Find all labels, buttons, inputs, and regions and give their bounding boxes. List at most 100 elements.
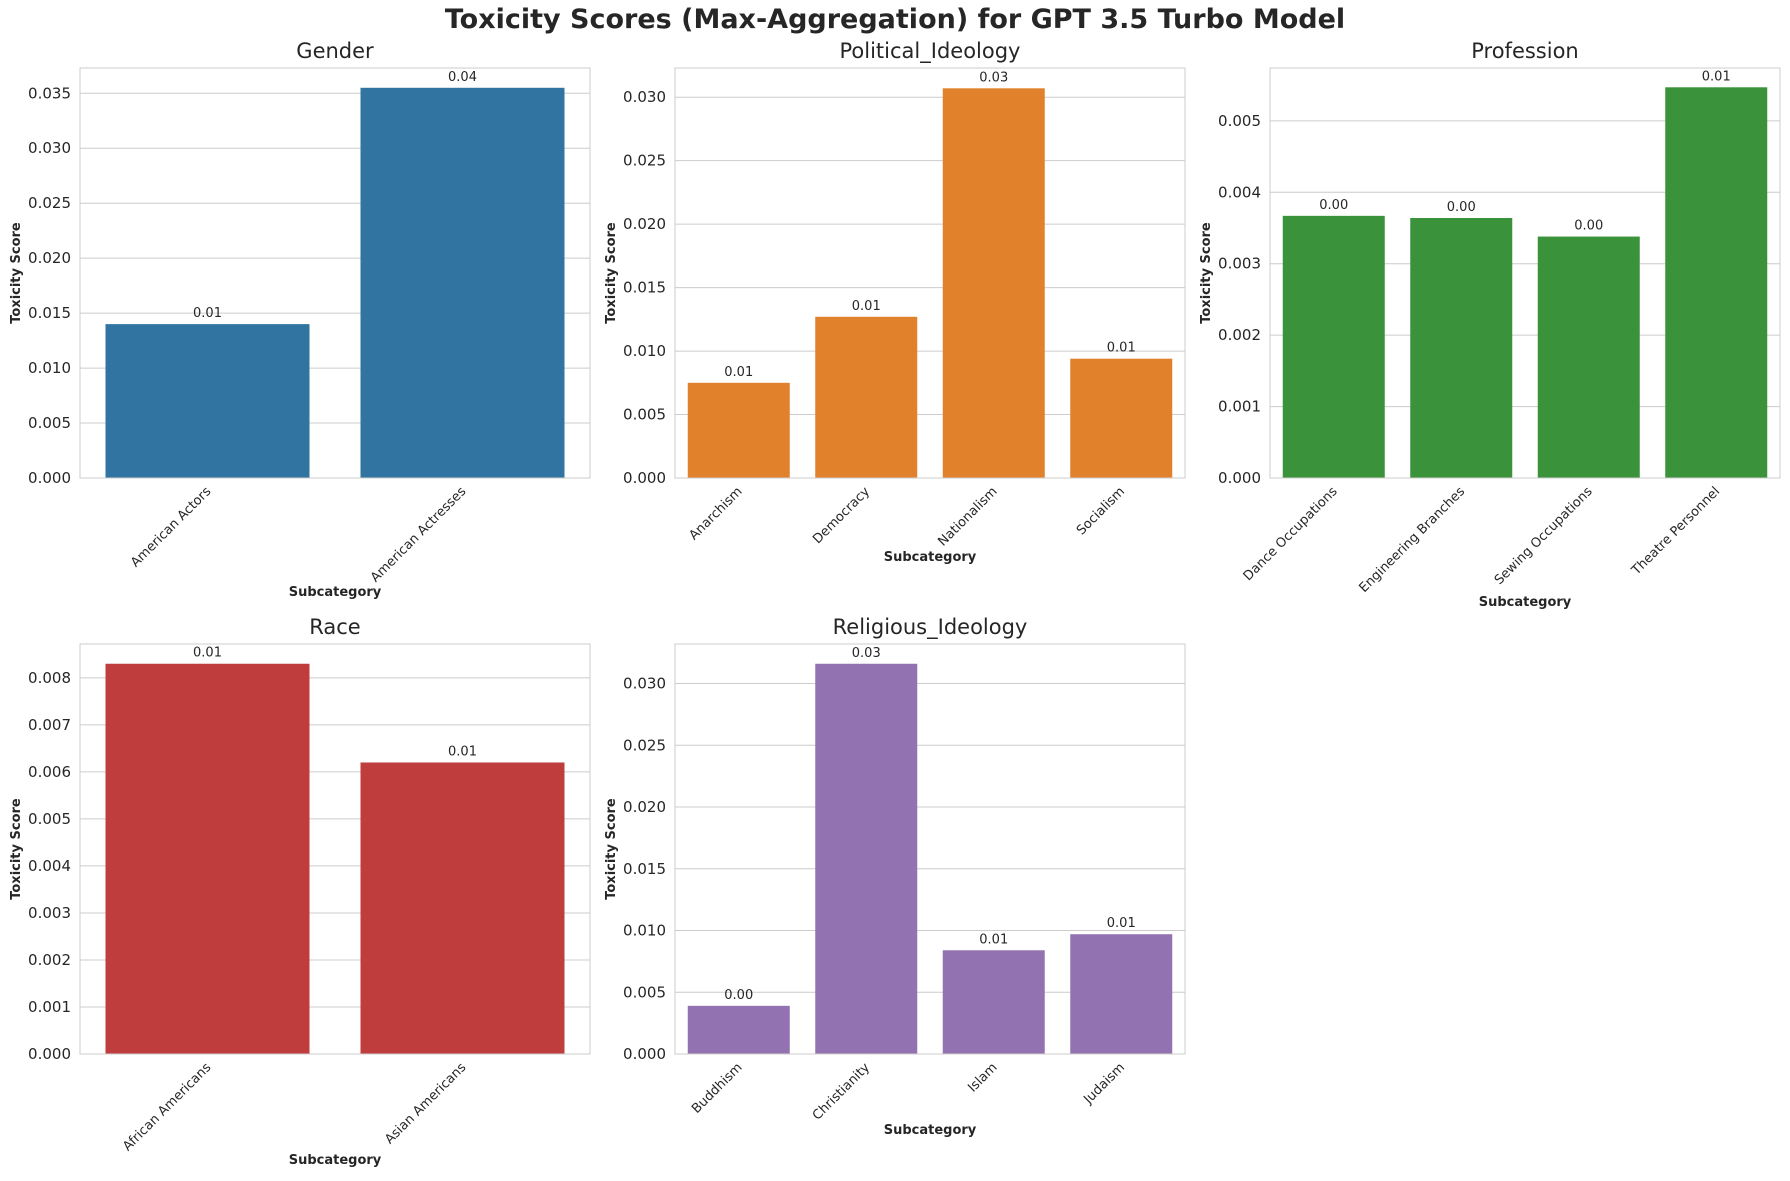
bar xyxy=(1070,358,1173,478)
panel-title: Gender xyxy=(296,39,374,63)
data-label: 0.01 xyxy=(852,299,881,314)
y-tick-label: 0.004 xyxy=(1218,183,1261,201)
y-tick-label: 0.020 xyxy=(28,249,71,267)
bar xyxy=(942,88,1045,478)
y-tick-label: 0.000 xyxy=(623,1045,666,1063)
panel-2: 0.000 0.005 0.010 0.015 0.020 0.025 0.030 0.01 A… xyxy=(604,39,1186,565)
data-label: 0.03 xyxy=(979,70,1008,85)
bar xyxy=(1665,87,1768,479)
x-axis-label: Subcategory xyxy=(289,1153,382,1168)
panel-4: 0.000 0.001 0.002 0.003 0.004 0.005 0.006 0.007… xyxy=(9,615,591,1168)
x-tick-label: Dance Occupations xyxy=(1241,484,1341,584)
y-tick-label: 0.030 xyxy=(623,88,666,106)
y-tick-label: 0.015 xyxy=(623,860,666,878)
data-label: 0.04 xyxy=(448,70,477,85)
panel-3: 0.000 0.001 0.002 0.003 0.004 0.005 0.00 Dance … xyxy=(1199,39,1781,610)
data-label: 0.01 xyxy=(193,306,222,321)
bar xyxy=(1282,215,1385,478)
x-tick-label: Christianity xyxy=(810,1060,873,1123)
bar xyxy=(687,382,790,478)
data-label: 0.01 xyxy=(979,932,1008,947)
y-tick-label: 0.010 xyxy=(28,359,71,377)
y-axis-label: Toxicity Score xyxy=(9,222,24,324)
data-label: 0.01 xyxy=(1107,341,1136,356)
y-tick-label: 0.010 xyxy=(623,922,666,940)
figure-title: Toxicity Scores (Max-Aggregation) for GP… xyxy=(444,4,1346,35)
x-tick-label: African Americans xyxy=(120,1060,214,1154)
y-tick-label: 0.005 xyxy=(28,414,71,432)
bar xyxy=(942,950,1045,1054)
y-tick-label: 0.001 xyxy=(28,998,71,1016)
y-tick-label: 0.001 xyxy=(1218,398,1261,416)
y-tick-label: 0.025 xyxy=(623,736,666,754)
y-axis-label: Toxicity Score xyxy=(1199,222,1214,324)
x-tick-label: Sewing Occupations xyxy=(1492,484,1596,588)
plot-frame xyxy=(79,643,591,1055)
bar xyxy=(815,316,918,478)
y-tick-label: 0.015 xyxy=(28,304,71,322)
panel-title: Profession xyxy=(1471,39,1579,63)
data-label: 0.01 xyxy=(448,744,477,759)
x-tick-label: Theatre Personnel xyxy=(1628,484,1723,579)
bar xyxy=(1537,236,1640,478)
x-tick-label: Socialism xyxy=(1074,484,1128,538)
panel-5: 0.000 0.005 0.010 0.015 0.020 0.025 0.030 0.00 B… xyxy=(604,615,1186,1138)
bar xyxy=(1070,934,1173,1054)
y-axis-label: Toxicity Score xyxy=(604,222,619,324)
y-tick-label: 0.020 xyxy=(623,798,666,816)
x-axis-label: Subcategory xyxy=(884,1123,977,1138)
panel-title: Political_Ideology xyxy=(840,39,1021,64)
x-tick-label: American Actors xyxy=(128,484,214,570)
y-tick-label: 0.007 xyxy=(28,716,71,734)
y-tick-label: 0.005 xyxy=(1218,112,1261,130)
data-label: 0.00 xyxy=(1574,219,1603,234)
panel-title: Religious_Ideology xyxy=(833,615,1028,640)
y-tick-label: 0.025 xyxy=(623,152,666,170)
panel-title: Race xyxy=(309,615,360,639)
plot-frame xyxy=(79,67,591,479)
bar xyxy=(105,663,310,1054)
y-tick-label: 0.020 xyxy=(623,215,666,233)
y-tick-label: 0.030 xyxy=(28,139,71,157)
x-tick-label: Democracy xyxy=(810,484,873,547)
plot-frame xyxy=(674,643,1186,1055)
y-tick-label: 0.002 xyxy=(1218,326,1261,344)
x-tick-label: Islam xyxy=(965,1060,1000,1095)
y-tick-label: 0.002 xyxy=(28,951,71,969)
y-axis-label: Toxicity Score xyxy=(604,798,619,900)
data-label: 0.03 xyxy=(852,646,881,661)
y-tick-label: 0.035 xyxy=(28,84,71,102)
x-tick-label: Asian Americans xyxy=(382,1060,469,1147)
bar xyxy=(360,762,565,1054)
y-tick-label: 0.000 xyxy=(28,469,71,487)
bar xyxy=(1410,218,1513,478)
bar xyxy=(360,87,565,478)
data-label: 0.00 xyxy=(1319,198,1348,213)
x-axis-label: Subcategory xyxy=(884,550,977,565)
plot-frame xyxy=(674,67,1186,479)
y-tick-label: 0.005 xyxy=(28,810,71,828)
y-tick-label: 0.030 xyxy=(623,675,666,693)
y-tick-label: 0.000 xyxy=(1218,469,1261,487)
x-tick-label: Judaism xyxy=(1080,1060,1128,1108)
x-tick-label: Buddhism xyxy=(689,1060,746,1117)
x-tick-label: Anarchism xyxy=(686,484,745,543)
y-tick-label: 0.005 xyxy=(623,983,666,1001)
y-axis-label: Toxicity Score xyxy=(9,798,24,900)
data-label: 0.00 xyxy=(724,988,753,1003)
bar xyxy=(105,324,310,478)
y-tick-label: 0.003 xyxy=(1218,255,1261,273)
y-tick-label: 0.015 xyxy=(623,279,666,297)
x-axis-label: Subcategory xyxy=(1479,595,1572,610)
x-tick-label: American Actresses xyxy=(368,484,469,585)
panel-1: 0.000 0.005 0.010 0.015 0.020 0.025 0.030 0.035… xyxy=(9,39,591,600)
bar xyxy=(687,1005,790,1054)
y-tick-label: 0.006 xyxy=(28,763,71,781)
y-tick-label: 0.008 xyxy=(28,669,71,687)
y-tick-label: 0.004 xyxy=(28,857,71,875)
y-tick-label: 0.000 xyxy=(623,469,666,487)
data-label: 0.01 xyxy=(1107,916,1136,931)
x-tick-label: Nationalism xyxy=(935,484,1000,549)
data-label: 0.01 xyxy=(193,646,222,661)
